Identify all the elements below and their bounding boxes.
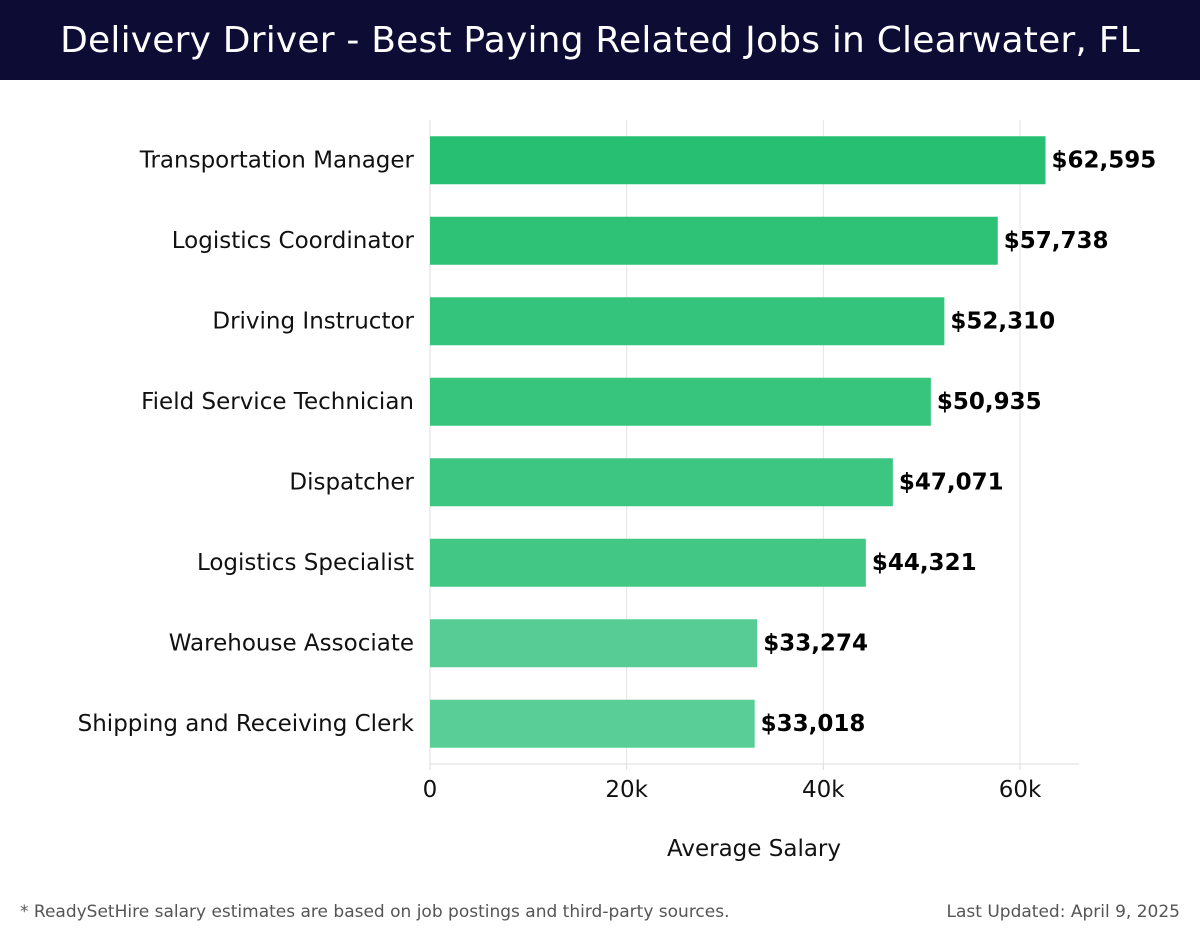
bar	[430, 619, 758, 668]
category-label: Logistics Specialist	[197, 550, 414, 576]
last-updated: Last Updated: April 9, 2025	[946, 902, 1180, 922]
bar	[430, 699, 755, 748]
value-label: $33,274	[763, 630, 868, 656]
bar	[430, 458, 893, 507]
bar	[430, 297, 945, 346]
bar	[430, 538, 866, 587]
x-tick-label: 20k	[605, 777, 648, 803]
value-label: $57,738	[1004, 228, 1109, 254]
footnote: * ReadySetHire salary estimates are base…	[20, 902, 730, 922]
category-label: Warehouse Associate	[169, 630, 414, 656]
x-tick-label: 0	[423, 777, 438, 803]
chart-header: Delivery Driver - Best Paying Related Jo…	[0, 0, 1200, 80]
value-label: $44,321	[872, 550, 977, 576]
bar	[430, 377, 931, 426]
value-label: $62,595	[1052, 147, 1157, 173]
category-label: Logistics Coordinator	[172, 228, 415, 254]
bar	[430, 216, 998, 265]
x-axis-title: Average Salary	[667, 836, 841, 862]
chart-title: Delivery Driver - Best Paying Related Jo…	[60, 19, 1140, 61]
category-label: Dispatcher	[289, 469, 414, 495]
value-label: $52,310	[950, 308, 1055, 334]
category-label: Shipping and Receiving Clerk	[78, 711, 415, 737]
category-label: Driving Instructor	[212, 308, 414, 334]
value-label: $33,018	[761, 711, 866, 737]
salary-bar-chart: Transportation Manager $62,595 Logistics C…	[78, 120, 1157, 862]
value-label: $47,071	[899, 469, 1004, 495]
category-label: Field Service Technician	[141, 389, 414, 415]
value-label: $50,935	[937, 389, 1042, 415]
bar	[430, 136, 1046, 185]
category-label: Transportation Manager	[139, 147, 415, 173]
x-tick-label: 60k	[999, 777, 1042, 803]
x-tick-label: 40k	[802, 777, 845, 803]
